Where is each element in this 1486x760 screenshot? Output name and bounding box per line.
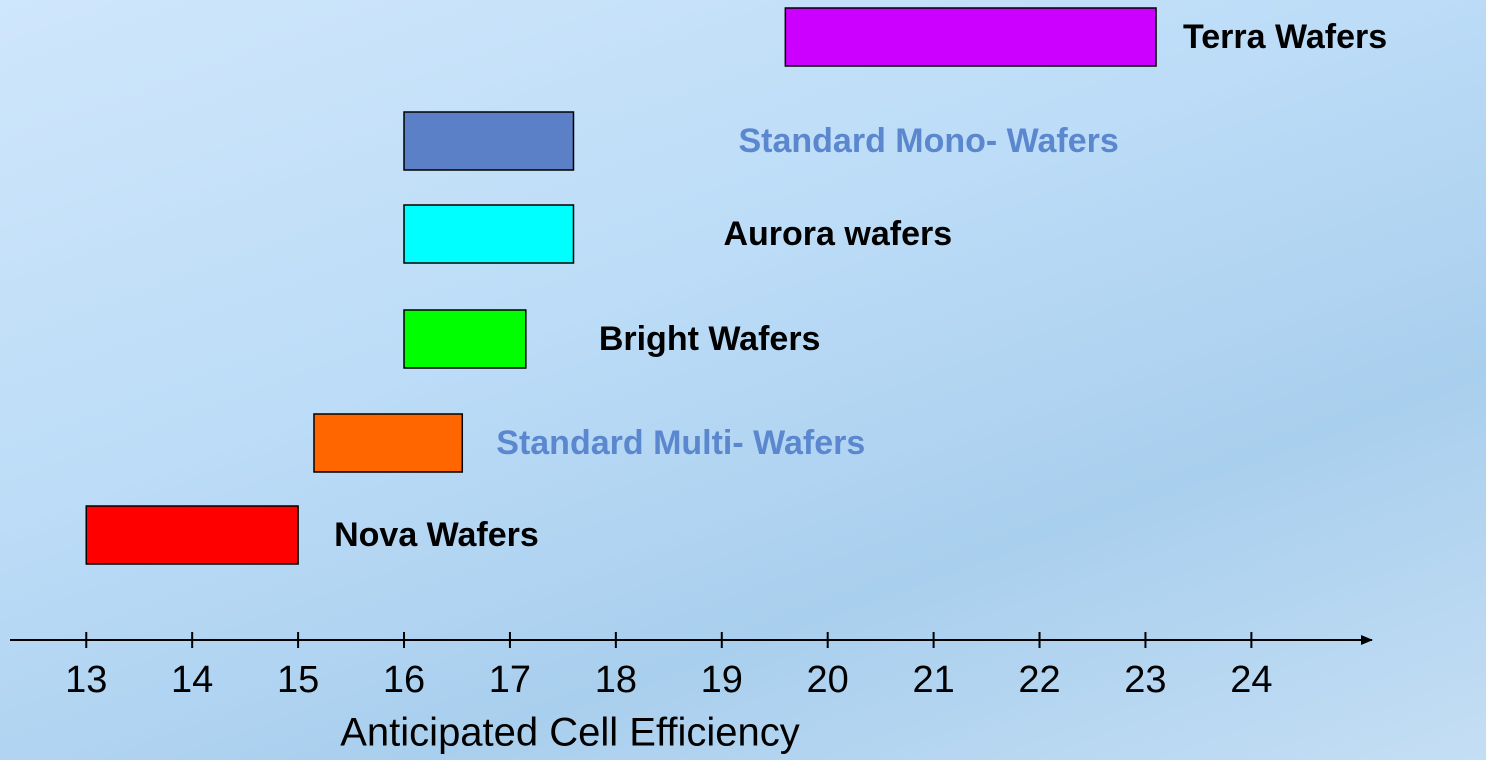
x-tick-label: 23 xyxy=(1124,659,1166,701)
bar xyxy=(403,111,575,171)
bar xyxy=(85,505,299,565)
x-tick-label: 24 xyxy=(1230,659,1272,701)
x-tick-label: 21 xyxy=(912,659,954,701)
bar xyxy=(784,7,1157,67)
x-tick-label: 16 xyxy=(383,659,425,701)
bar-label: Standard Multi- Wafers xyxy=(496,424,865,462)
x-tick-label: 17 xyxy=(489,659,531,701)
x-tick-label: 20 xyxy=(807,659,849,701)
x-axis-title: Anticipated Cell Efficiency xyxy=(340,711,800,755)
bar-label: Standard Mono- Wafers xyxy=(738,122,1118,160)
bar xyxy=(313,413,464,473)
x-tick-label: 14 xyxy=(171,659,213,701)
bar-label: Terra Wafers xyxy=(1183,18,1387,56)
x-tick-label: 22 xyxy=(1018,659,1060,701)
x-tick-label: 15 xyxy=(277,659,319,701)
x-tick-label: 18 xyxy=(595,659,637,701)
bar xyxy=(403,204,575,264)
bar-label: Aurora wafers xyxy=(723,215,952,253)
x-tick-label: 13 xyxy=(65,659,107,701)
bar-label: Nova Wafers xyxy=(334,516,539,554)
bar-label: Bright Wafers xyxy=(599,320,821,358)
bar xyxy=(403,309,527,369)
x-tick-label: 19 xyxy=(701,659,743,701)
